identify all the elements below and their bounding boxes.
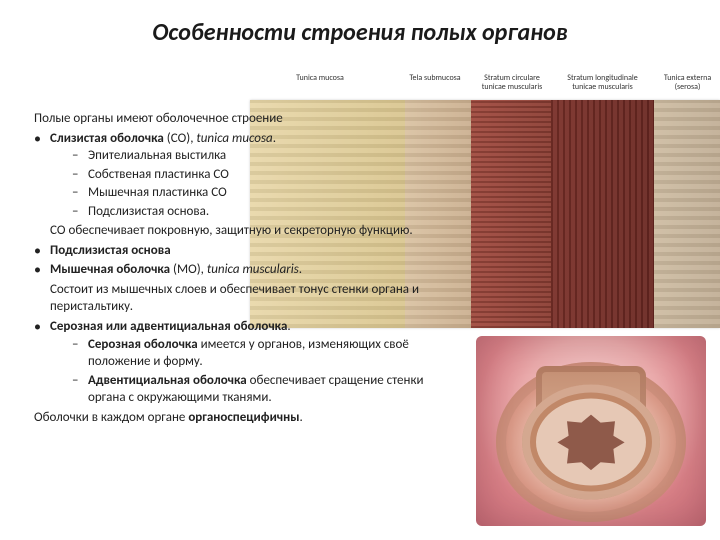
serosa-sub-1: Серозная оболочка имеется у органов, изм… <box>72 336 454 371</box>
mucosa-note: CО обеспечивает покровную, защитную и се… <box>34 222 454 240</box>
item-muscularis: Мышечная оболочка (МО), tunica musculari… <box>34 261 454 279</box>
outro-post: . <box>300 410 303 425</box>
cross-outer-ring <box>496 362 686 522</box>
serosa-sublist: Серозная оболочка имеется у органов, изм… <box>50 336 454 407</box>
text-content: Полые органы имеют оболочечное строение … <box>34 110 454 426</box>
mucosa-sub-4: Подслизистая основа. <box>72 203 454 221</box>
layer-circulare <box>471 100 551 328</box>
muscularis-tail: . <box>299 262 302 277</box>
layer-label-circulare: Stratum circulare tunicae muscularis <box>472 74 552 92</box>
serosa-sub1-bold: Серозная оболочка <box>88 337 198 352</box>
layer-label-longitudinale: Stratum longitudinale tunicae muscularis <box>555 74 650 92</box>
item-submucosa: Подслизистая основа <box>34 242 454 260</box>
muscularis-plain: (МО), <box>170 262 207 277</box>
muscularis-ital: tunica muscularis <box>207 262 299 277</box>
serosa-bold: Серозная или адвентициальная оболочка <box>50 319 287 334</box>
layer-labels: Tunica mucosa Tela submucosa Stratum cir… <box>250 70 720 100</box>
serosa-sub-2: Адвентициальная оболочка обеспечивает ср… <box>72 372 454 407</box>
outro-bold: органоспецифичны <box>188 410 299 425</box>
muscularis-note: Состоит из мышечных слоев и обеспечивает… <box>34 281 454 316</box>
cross-inner-ring <box>522 385 660 500</box>
serosa-tail: . <box>287 319 290 334</box>
layer-label-submucosa: Tela submucosa <box>400 74 470 83</box>
mucosa-ital: tunica mucosa <box>196 131 272 146</box>
mucosa-sublist: Эпителиальная выстилка Собственая пласти… <box>50 147 454 220</box>
outro-pre: Оболочки в каждом органе <box>34 410 188 425</box>
mucosa-bold: Слизистая оболочка <box>50 131 164 146</box>
submucosa-bold: Подслизистая основа <box>50 243 171 258</box>
main-list-2: Подслизистая основа Мышечная оболочка (М… <box>34 242 454 279</box>
muscularis-bold: Мышечная оболочка <box>50 262 170 277</box>
mucosa-sub-1: Эпителиальная выстилка <box>72 147 454 165</box>
mucosa-tail: . <box>273 131 276 146</box>
main-list-3: Серозная или адвентициальная оболочка. С… <box>34 318 454 407</box>
cross-section-figure <box>476 336 706 526</box>
page-title: Особенности строения полых органов <box>0 0 720 53</box>
serosa-sub2-bold: Адвентициальная оболочка <box>88 373 247 388</box>
item-serosa-advent: Серозная или адвентициальная оболочка. С… <box>34 318 454 407</box>
item-mucosa: Слизистая оболочка (СО), tunica mucosa. … <box>34 130 454 221</box>
layer-serosa <box>654 100 720 328</box>
mucosa-sub-3: Мышечная пластинка СО <box>72 184 454 202</box>
layer-longitudinale <box>551 100 654 328</box>
layer-label-serosa: Tunica externa (serosa) <box>655 74 720 92</box>
mucosa-plain: (СО), <box>164 131 197 146</box>
cross-top-cut <box>536 366 646 436</box>
main-list: Слизистая оболочка (СО), tunica mucosa. … <box>34 130 454 221</box>
layer-label-mucosa: Tunica mucosa <box>280 74 360 83</box>
intro-text: Полые органы имеют оболочечное строение <box>34 110 454 128</box>
outro-text: Оболочки в каждом органе органоспецифичн… <box>34 409 454 427</box>
mucosa-sub-2: Собственая пластинка СО <box>72 166 454 184</box>
cross-lumen <box>551 409 631 475</box>
